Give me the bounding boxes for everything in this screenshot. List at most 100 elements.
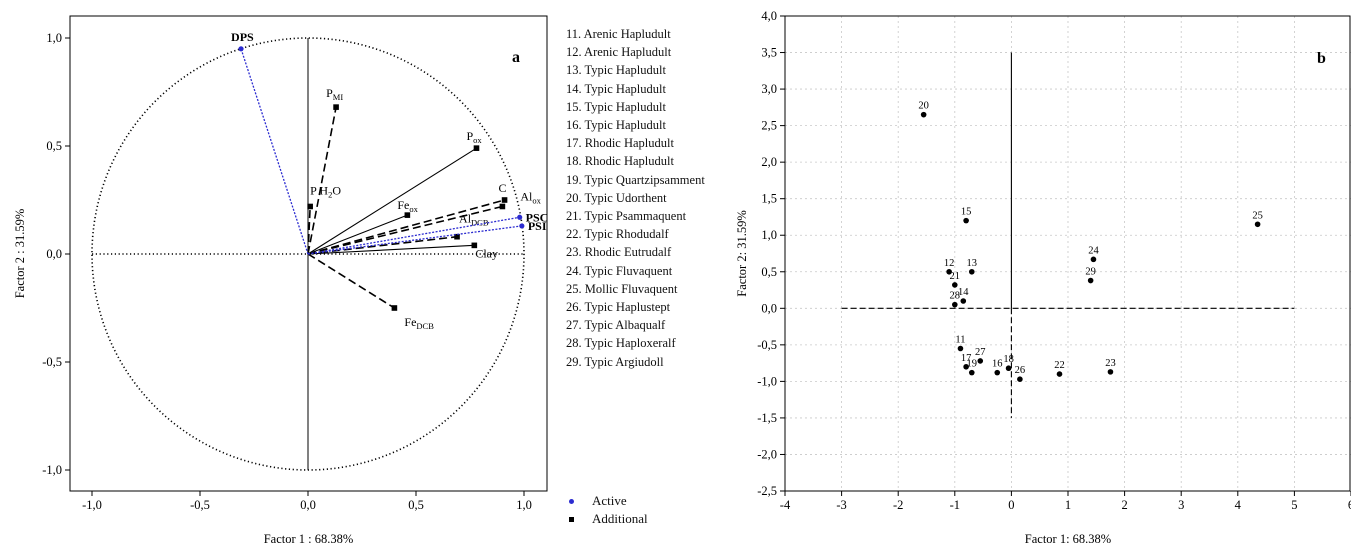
soil-legend-item: 27. Typic Albaqualf	[566, 318, 666, 333]
x-axis-label: Factor 1 : 68.38%	[264, 532, 354, 546]
vector-p-h2o	[307, 206, 311, 255]
vector-label: PSC	[526, 210, 549, 224]
point-label: 17	[961, 353, 972, 364]
vector-label-main: Al	[459, 212, 472, 226]
vector-label-main: P	[326, 86, 333, 100]
data-point	[960, 298, 967, 304]
vector-label: PSI	[528, 219, 547, 233]
x-tick-label: 5	[1291, 498, 1297, 512]
vector-label-subscript: ox	[473, 135, 482, 145]
soil-legend-item: 17. Rhodic Hapludult	[566, 136, 674, 151]
soil-legend-item: 25. Mollic Fluvaquent	[566, 281, 678, 296]
soil-legend-item: 13. Typic Hapludult	[566, 63, 666, 78]
vector-label-main: Fe	[404, 315, 416, 329]
x-tick-label: 0,0	[300, 498, 316, 512]
soil-legend-item: 22. Typic Rhodudalf	[566, 227, 669, 242]
y-tick-label: 3,5	[761, 46, 777, 60]
point-label: 29	[1085, 267, 1096, 278]
soil-legend-item: 15. Typic Hapludult	[566, 99, 666, 114]
point-label: 23	[1105, 358, 1116, 369]
vector-label-main: P H	[310, 183, 328, 197]
panel-label-b: b	[1317, 50, 1326, 67]
y-tick-label: 0,0	[46, 247, 62, 261]
vector-pox	[307, 147, 477, 255]
additional-marker	[307, 203, 313, 210]
vector-label-subscript: 2	[328, 189, 332, 199]
vector-clay	[307, 244, 475, 255]
soil-legend-item: 12. Arenic Hapludult	[566, 45, 672, 60]
data-point	[1005, 365, 1012, 372]
x-tick-label: -3	[836, 498, 846, 512]
marker-legend: Active Additional	[566, 492, 648, 528]
additional-marker	[471, 242, 478, 249]
vector-label-main: Al	[520, 189, 533, 203]
y-tick-label: -2,0	[757, 447, 777, 461]
vector-feox	[307, 214, 408, 255]
y-axis-label: Factor 2: 31.59%	[735, 210, 749, 296]
soil-legend-item: 29. Typic Argiudoll	[566, 354, 664, 369]
data-point	[952, 282, 958, 288]
soil-legend-item: 26. Typic Haplustept	[566, 300, 671, 315]
vector-label: Alox	[520, 189, 541, 205]
soil-legend-item: 14. Typic Hapludult	[566, 81, 666, 96]
vector-label-subscript: DCB	[471, 218, 489, 228]
data-point	[1056, 371, 1063, 377]
x-tick-label: 0	[1008, 498, 1014, 512]
additional-marker	[454, 233, 460, 240]
vector-label: Feox	[397, 198, 418, 214]
soil-legend-item: 16. Typic Hapludult	[566, 118, 666, 133]
x-tick-label: 2	[1121, 498, 1127, 512]
data-point	[1107, 369, 1114, 375]
y-tick-label: 2,0	[761, 155, 777, 169]
point-label: 19	[967, 359, 978, 370]
soil-legend-item: 24. Typic Fluvaquent	[566, 263, 673, 278]
point-label: 13	[967, 258, 978, 269]
data-point	[1090, 256, 1097, 263]
x-tick-label: 3	[1178, 498, 1184, 512]
y-tick-label: 0,5	[46, 139, 62, 153]
data-point	[994, 369, 1001, 376]
y-tick-label: 2,5	[761, 119, 777, 133]
additional-marker	[499, 203, 506, 210]
vector-c	[307, 199, 505, 255]
x-tick-label: 4	[1235, 498, 1242, 512]
data-point	[963, 363, 969, 370]
y-tick-label: 0,5	[761, 265, 777, 279]
point-label: 25	[1252, 210, 1263, 221]
point-label: 12	[944, 258, 955, 269]
plot-frame-b	[784, 15, 1351, 492]
point-label: 14	[958, 287, 969, 298]
vector-dps	[240, 48, 309, 255]
additional-marker-icon	[566, 514, 582, 524]
soil-legend-item: 19. Typic Quartzipsamment	[566, 172, 705, 187]
x-tick-label: -1,0	[82, 498, 102, 512]
vector-label: Pox	[466, 129, 482, 145]
y-tick-label: -2,5	[757, 484, 777, 498]
y-tick-label: -1,5	[757, 411, 777, 425]
vector-fedcb	[307, 253, 395, 309]
point-label: 24	[1088, 245, 1099, 256]
panel-b: -4 -3 -2 -1 0 1 2 3 4 5 64,03,53,02,52,01,51,00,50…	[735, 9, 1351, 546]
vector-label: DPS	[231, 30, 254, 44]
vector-pmi	[307, 106, 337, 255]
vector-label: C	[499, 181, 507, 195]
x-tick-label: -4	[780, 498, 791, 512]
vector-label-subscript: DCB	[416, 321, 434, 331]
y-tick-label: 0,0	[761, 301, 777, 315]
point-label: 26	[1015, 365, 1026, 376]
data-point	[946, 268, 952, 275]
vector-label-main: C	[499, 181, 507, 195]
point-label: 18	[1003, 354, 1014, 365]
panel-a: -1,0 -0,5 0,0 0,5 1,0 1,0 0,5 0,0 -0,5 -1,0 Factor…	[13, 15, 549, 546]
y-tick-label: -0,5	[757, 338, 777, 352]
y-tick-label: -0,5	[42, 355, 62, 369]
additional-marker	[391, 305, 398, 311]
point-label: 20	[918, 101, 929, 112]
additional-marker	[501, 197, 508, 203]
vector-label: PMI	[326, 86, 343, 102]
data-point	[920, 111, 927, 118]
vector-psc	[307, 216, 520, 255]
x-tick-label: -0,5	[190, 498, 210, 512]
